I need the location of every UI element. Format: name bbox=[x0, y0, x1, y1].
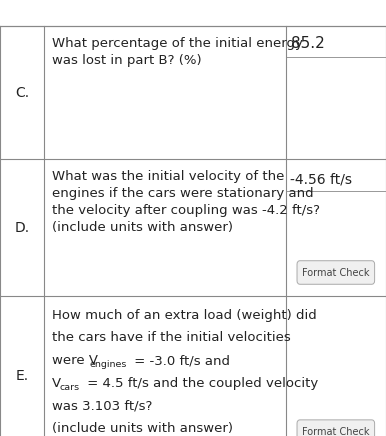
Text: the cars have if the initial velocities: the cars have if the initial velocities bbox=[52, 331, 291, 344]
Text: How much of an extra load (weight) did: How much of an extra load (weight) did bbox=[52, 309, 317, 322]
FancyBboxPatch shape bbox=[297, 420, 374, 436]
Text: cars: cars bbox=[59, 383, 79, 392]
Text: Format Check: Format Check bbox=[302, 427, 369, 436]
Text: = 4.5 ft/s and the coupled velocity: = 4.5 ft/s and the coupled velocity bbox=[83, 377, 318, 390]
Text: were V: were V bbox=[52, 354, 98, 367]
Text: D.: D. bbox=[15, 221, 30, 235]
Text: E.: E. bbox=[15, 369, 29, 383]
FancyBboxPatch shape bbox=[297, 261, 374, 284]
Text: engines: engines bbox=[90, 360, 127, 369]
Text: was 3.103 ft/s?: was 3.103 ft/s? bbox=[52, 399, 152, 412]
Text: What percentage of the initial energy
was lost in part B? (%): What percentage of the initial energy wa… bbox=[52, 37, 303, 67]
Text: What was the initial velocity of the
engines if the cars were stationary and
the: What was the initial velocity of the eng… bbox=[52, 170, 320, 234]
Text: 85.2: 85.2 bbox=[291, 36, 325, 51]
Text: (include units with answer): (include units with answer) bbox=[52, 422, 233, 435]
Text: = -3.0 ft/s and: = -3.0 ft/s and bbox=[130, 354, 230, 367]
Text: Format Check: Format Check bbox=[302, 268, 369, 277]
Text: C.: C. bbox=[15, 85, 29, 100]
Text: V: V bbox=[52, 377, 61, 390]
Text: -4.56 ft/s: -4.56 ft/s bbox=[290, 172, 352, 186]
